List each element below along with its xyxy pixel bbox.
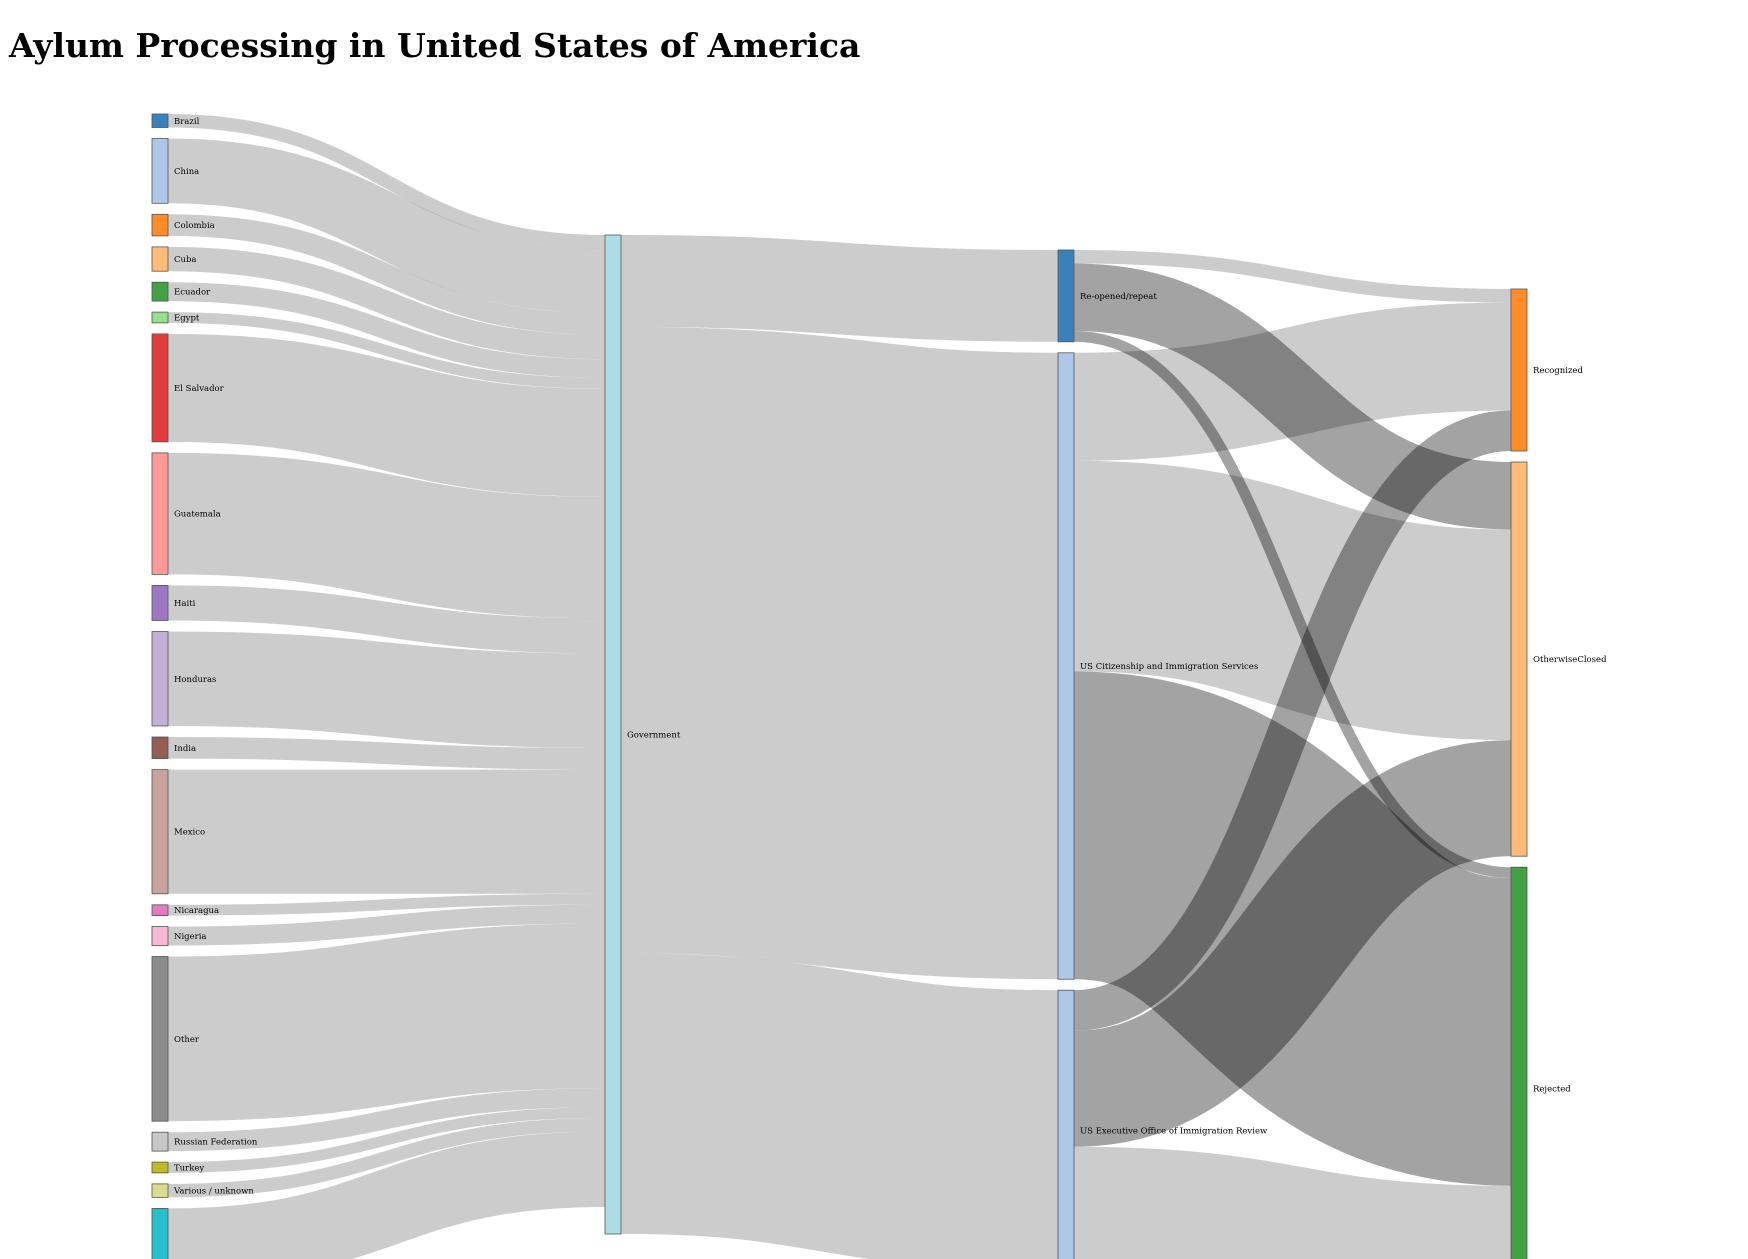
node-label-brazil: Brazil (174, 117, 200, 127)
node-honduras (151, 631, 169, 727)
node-label-india: India (174, 744, 196, 754)
link-government-to-uscis (619, 326, 1060, 980)
node-label-colombia: Colombia (174, 221, 215, 231)
node-rejected (1510, 866, 1528, 1259)
node-label-china: China (174, 167, 199, 177)
link-eoir-to-recognized (1072, 410, 1513, 1031)
link-guatemala-to-government (167, 452, 606, 619)
links-layer (167, 114, 1517, 1259)
node-label-otherwise: OtherwiseClosed (1533, 655, 1607, 665)
link-uscis-to-otherwise (1073, 460, 1512, 741)
node-guatemala (151, 452, 169, 575)
node-label-elsalvador: El Salvador (174, 384, 225, 394)
node-reopened (1057, 249, 1075, 343)
link-india-to-government (167, 737, 606, 770)
link-russia-to-government (167, 1088, 606, 1152)
node-egypt (151, 311, 169, 324)
page-title: Aylum Processing in United States of Ame… (9, 26, 861, 65)
node-elsalvador (151, 333, 169, 443)
node-haiti (151, 585, 169, 621)
link-government-to-eoir (620, 953, 1059, 1259)
link-china-to-government (167, 138, 606, 314)
link-other-to-government (167, 923, 606, 1122)
link-egypt-to-government (167, 312, 606, 389)
link-reopened-to-otherwise (1073, 263, 1512, 530)
node-eoir (1057, 989, 1075, 1259)
node-russia (151, 1131, 169, 1152)
link-nigeria-to-government (167, 904, 606, 946)
node-label-nicaragua: Nicaragua (174, 906, 219, 916)
node-colombia (151, 213, 169, 237)
node-turkey (151, 1161, 169, 1174)
node-cuba (151, 246, 169, 272)
node-china (151, 138, 169, 204)
link-honduras-to-government (167, 631, 606, 748)
link-ecuador-to-government (167, 282, 606, 379)
node-label-cuba: Cuba (174, 255, 197, 265)
node-label-eoir: US Executive Office of Immigration Revie… (1080, 1127, 1268, 1137)
node-label-various: Various / unknown (173, 1187, 254, 1197)
node-label-rejected: Rejected (1533, 1085, 1571, 1095)
link-turkey-to-government (167, 1107, 606, 1173)
node-other (151, 956, 169, 1122)
node-nicaragua (151, 904, 169, 916)
node-label-guatemala: Guatemala (174, 510, 221, 520)
node-various (151, 1183, 169, 1198)
node-ecuador (151, 281, 169, 302)
node-label-egypt: Egypt (174, 314, 200, 324)
link-eoir-to-rejected (1073, 1146, 1512, 1259)
node-label-mexico: Mexico (174, 828, 205, 838)
link-uscis-to-recognized (1073, 302, 1512, 461)
node-india (151, 736, 169, 760)
node-label-reopened: Re-opened/repeat (1080, 292, 1157, 302)
nodes-layer: Brazil China Colombia Cuba Ecuador Egypt El Sa… (151, 113, 1607, 1259)
node-label-honduras: Honduras (174, 675, 216, 685)
link-government-to-reopened (620, 235, 1059, 342)
link-eoir-to-otherwise (1071, 740, 1514, 1147)
link-various-to-government (167, 1117, 606, 1198)
node-venezuela (151, 1208, 169, 1259)
node-label-nigeria: Nigeria (174, 932, 206, 942)
node-label-russia: Russian Federation (174, 1138, 258, 1148)
node-recognized (1510, 288, 1528, 452)
node-label-other: Other (174, 1035, 200, 1045)
node-label-government: Government (627, 731, 681, 741)
link-haiti-to-government (167, 585, 606, 654)
node-government (604, 234, 622, 1235)
node-otherwise (1510, 461, 1528, 857)
link-uscis-to-rejected (1068, 671, 1517, 1186)
node-mexico (151, 769, 169, 895)
node-label-recognized: Recognized (1533, 366, 1583, 376)
link-reopened-to-rejected (1073, 331, 1512, 878)
link-colombia-to-government (167, 214, 606, 335)
node-brazil (151, 113, 169, 128)
link-reopened-to-recognized (1073, 250, 1512, 303)
link-venezuela-to-government (167, 1131, 606, 1259)
node-nigeria (151, 926, 169, 946)
node-label-ecuador: Ecuador (174, 288, 211, 298)
link-nicaragua-to-government (167, 893, 606, 916)
node-label-haiti: Haiti (174, 599, 196, 609)
link-cuba-to-government (167, 246, 606, 360)
node-label-uscis: US Citizenship and Immigration Services (1080, 662, 1258, 672)
node-uscis (1057, 352, 1075, 980)
link-brazil-to-government (167, 114, 606, 249)
node-label-turkey: Turkey (174, 1164, 204, 1174)
link-elsalvador-to-government (167, 333, 606, 497)
